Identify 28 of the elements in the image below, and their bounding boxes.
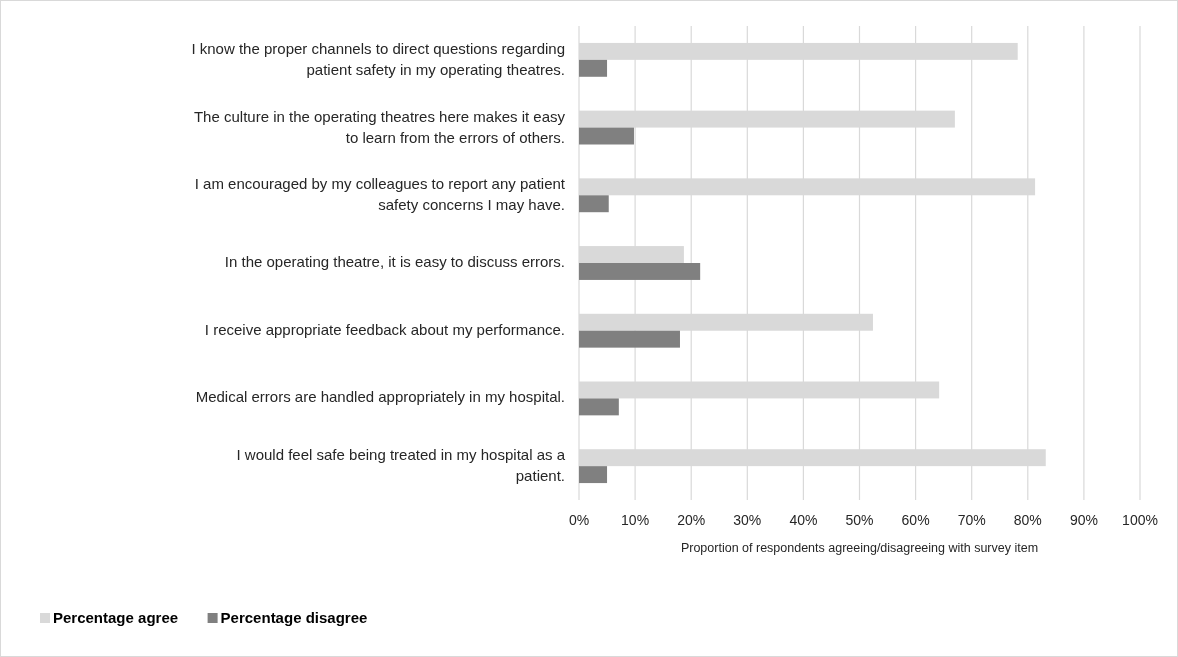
bar — [579, 59, 608, 77]
bar — [579, 195, 609, 213]
y-tick-label: I am encouraged by my colleagues to report any patient safety concerns I may have. — [194, 175, 566, 214]
x-axis-title: Proportion of respondents agreeing/disagreeing with survey item — [680, 541, 1039, 555]
x-tick-label: 50% — [845, 512, 874, 528]
y-tick-label: I know the proper channels to direct questions regarding patient safety in my operating theatres. — [191, 39, 565, 78]
y-tick-label: In the operating theatre, it is easy to discuss errors. — [224, 252, 565, 270]
x-tick-label: 40% — [789, 512, 818, 528]
legend-label: Percentage disagree — [220, 609, 368, 626]
x-tick-label: 70% — [957, 512, 986, 528]
x-tick-label: 90% — [1069, 512, 1098, 528]
x-tick-label: 100% — [1122, 512, 1158, 528]
x-tick-label: 0% — [568, 512, 590, 528]
x-tick-label: 20% — [677, 512, 706, 528]
x-tick-label: 80% — [1013, 512, 1042, 528]
x-tick-label: 60% — [901, 512, 930, 528]
y-tick-label: Medical errors are handled appropriately in my hospital. — [195, 388, 565, 406]
bar — [579, 330, 680, 348]
x-tick-label: 10% — [621, 512, 650, 528]
x-tick-label: 30% — [733, 512, 762, 528]
bar — [579, 398, 619, 416]
bar — [579, 466, 608, 484]
y-tick-label: I receive appropriate feedback about my performance. — [204, 320, 565, 338]
legend-label: Percentage agree — [53, 609, 179, 626]
y-tick-label: The culture in the operating theatres here makes it easy to learn from the errors of others. — [193, 107, 566, 146]
bar — [579, 127, 634, 145]
bar — [579, 263, 701, 280]
y-tick-label: I would feel safe being treated in my hospital as a patient. — [236, 446, 566, 485]
